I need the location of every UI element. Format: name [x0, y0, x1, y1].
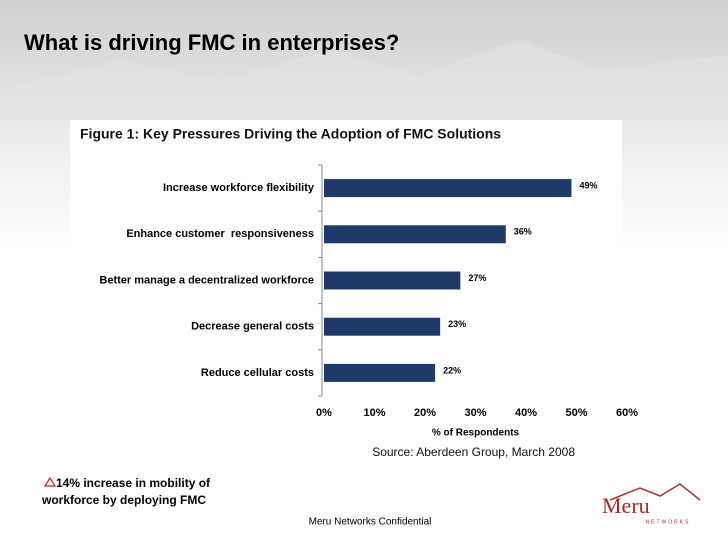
category-label: Reduce cellular costs: [201, 367, 314, 379]
chart-title: Figure 1: Key Pressures Driving the Adop…: [80, 126, 501, 142]
x-tick-label: 40%: [515, 407, 537, 419]
x-tick-label: 60%: [616, 407, 638, 419]
background-mountains: [0, 40, 728, 120]
bar: [324, 363, 436, 382]
bar: [324, 317, 441, 336]
x-tick-label: 30%: [464, 407, 486, 419]
slide-title: What is driving FMC in enterprises?: [24, 30, 399, 55]
chart-panel: [70, 120, 622, 468]
x-tick-label: 0%: [316, 407, 332, 419]
value-label: 27%: [468, 273, 486, 283]
bullet-text: 14% increase in mobility of: [56, 476, 211, 490]
value-label: 36%: [514, 227, 532, 237]
x-axis-label: % of Respondents: [432, 428, 520, 439]
logo-mark: [609, 483, 701, 501]
category-label: Better manage a decentralized workforce: [99, 274, 314, 286]
bullet-text: workforce by deploying FMC: [41, 493, 206, 507]
bar: [324, 179, 572, 198]
bullet-icon: [43, 476, 57, 487]
value-label: 22%: [443, 365, 461, 375]
bar: [324, 271, 461, 290]
value-label: 23%: [448, 319, 466, 329]
category-label: Decrease general costs: [191, 321, 314, 333]
value-label: 49%: [579, 180, 597, 190]
x-tick-label: 10%: [363, 407, 385, 419]
logo-name: Meru: [602, 493, 650, 518]
logo-sub: NETWORKS: [646, 519, 691, 525]
footer: Meru Networks Confidential: [309, 517, 432, 528]
chart-source: Source: Aberdeen Group, March 2008: [372, 445, 575, 459]
plot: 0% 10% 20% 30% 40% 50% 60% % of Respondents Incr…: [99, 164, 638, 439]
category-label: Enhance customer responsiveness: [126, 228, 314, 240]
category-label: Increase workforce flexibility: [163, 182, 315, 194]
x-tick-label: 20%: [414, 407, 436, 419]
x-tick-label: 50%: [565, 407, 587, 419]
bar: [324, 225, 506, 244]
